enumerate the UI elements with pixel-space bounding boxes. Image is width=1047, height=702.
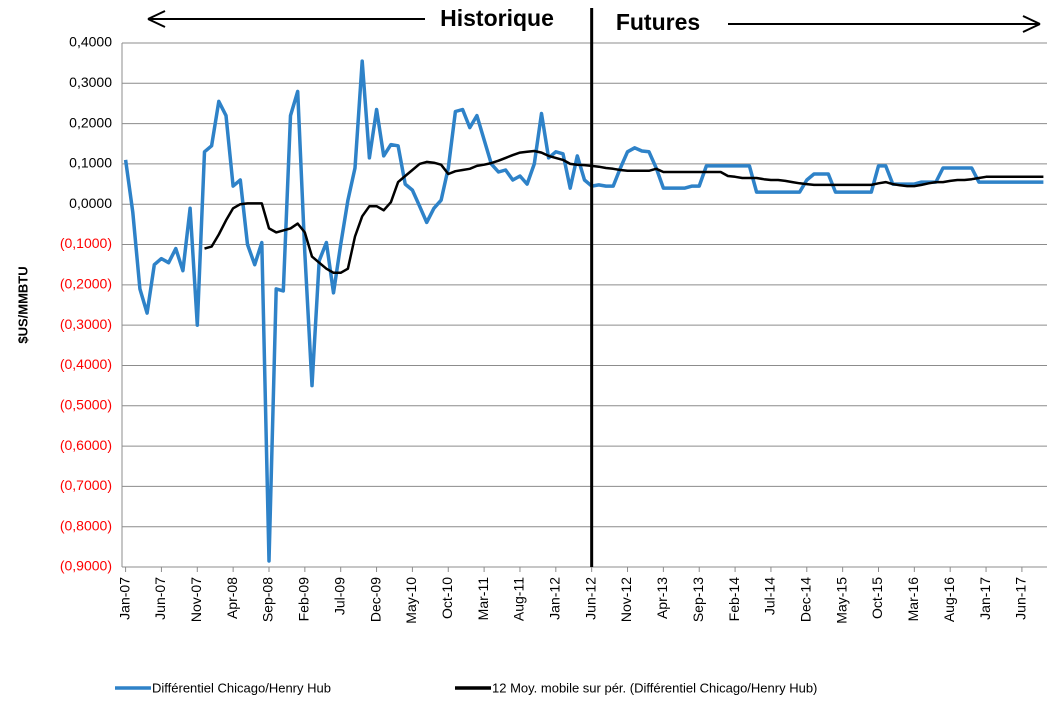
x-tick-label: Oct-10 [439,577,455,619]
x-tick-label: Apr-08 [224,577,240,619]
x-tick-label: Mar-11 [475,577,491,621]
legend-label: Différentiel Chicago/Henry Hub [152,680,331,695]
x-tick-label: Dec-14 [797,577,813,622]
annotation: Futures [616,9,700,35]
x-tick-label: Dec-09 [367,577,383,622]
y-tick-label: (0,8000) [60,517,112,533]
x-tick-label: Jan-17 [977,577,993,620]
x-tick-label: Feb-14 [726,577,742,622]
y-tick-label: (0,9000) [60,558,112,574]
x-tick-label: Jun-12 [582,577,598,620]
series-line [204,149,1044,275]
legend-label: 12 Moy. mobile sur pér. (Différentiel Ch… [492,680,817,695]
y-tick-label: 0,0000 [69,195,112,211]
annotation: Historique [440,5,554,31]
x-tick-label: May-15 [833,577,849,624]
y-tick-label: (0,6000) [60,437,112,453]
arrow-head [147,10,166,28]
arrow-head [1022,15,1041,33]
x-tick-label: Oct-15 [869,577,885,619]
y-tick-label: (0,4000) [60,356,112,372]
x-tick-label: Mar-16 [905,577,921,622]
x-tick-label: Jun-17 [1013,577,1029,620]
x-tick-label: Apr-13 [654,577,670,619]
y-tick-label: (0,7000) [60,477,112,493]
x-tick-label: Nov-12 [618,577,634,622]
x-tick-label: Sep-13 [690,577,706,622]
y-tick-label: 0,4000 [69,34,112,50]
x-tick-label: Aug-16 [941,577,957,622]
x-tick-label: Jun-07 [152,577,168,620]
y-tick-label: (0,5000) [60,396,112,412]
y-tick-label: (0,2000) [60,276,112,292]
x-tick-label: Jan-07 [116,577,132,620]
x-tick-label: Jul-09 [331,577,347,615]
x-tick-label: Sep-08 [260,577,276,622]
series-line [123,59,1044,563]
y-axis-title: $US/MMBTU [15,266,30,343]
x-tick-label: Feb-09 [296,577,312,622]
x-tick-label: Jan-12 [547,577,563,620]
y-tick-label: (0,3000) [60,316,112,332]
y-tick-label: (0,1000) [60,235,112,251]
y-tick-label: 0,3000 [69,74,112,90]
x-tick-label: Aug-11 [511,577,527,621]
x-tick-label: Nov-07 [188,577,204,622]
x-tick-label: May-10 [403,577,419,624]
y-tick-label: 0,1000 [69,155,112,171]
x-tick-label: Jul-14 [762,577,778,615]
y-tick-label: 0,2000 [69,114,112,130]
